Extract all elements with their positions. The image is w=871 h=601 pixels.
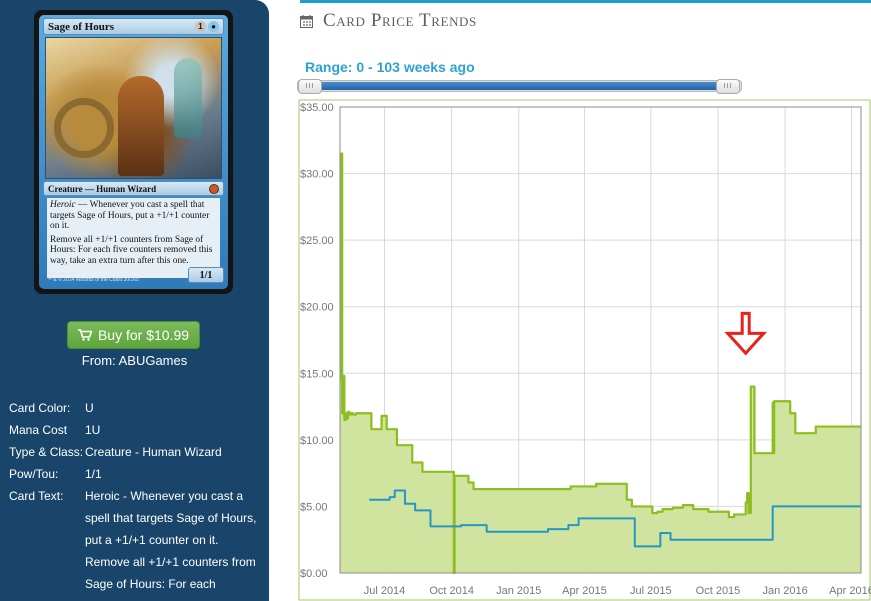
x-tick-label: Jul 2014 [364, 585, 406, 597]
art-spirit [174, 58, 202, 138]
card-art [45, 37, 222, 179]
header-accent-bar [300, 0, 871, 3]
info-label: Mana Cost [9, 423, 68, 437]
x-tick-label: Oct 2015 [696, 585, 741, 597]
info-row: Pow/Tou: 1/1 [9, 463, 264, 485]
range-label: Range: 0 - 103 weeks ago [305, 59, 475, 75]
ability-heroic: Heroic — Whenever you cast a spell that … [50, 200, 217, 232]
card-type-line: Creature — Human Wizard [48, 183, 157, 194]
price-line [339, 152, 861, 575]
card-name: Sage of Hours [48, 20, 114, 33]
x-tick-label: Oct 2014 [429, 585, 474, 597]
y-tick-label: $15.00 [300, 368, 334, 380]
info-row: Card Color: U [9, 397, 264, 419]
y-tick-label: $30.00 [300, 169, 334, 181]
info-label: Card Color: [9, 401, 71, 415]
price-area [340, 153, 861, 573]
x-tick-label: Jul 2015 [630, 585, 672, 597]
range-slider-min-handle[interactable]: III [298, 79, 322, 94]
info-row: Card Text: Heroic - Whenever you cast a … [9, 485, 264, 595]
card-artist: Matt Stewart [47, 271, 76, 277]
art-gear [54, 98, 114, 158]
y-tick-label: $20.00 [300, 302, 334, 314]
art-sage [118, 76, 164, 176]
card-copyright: ™ & © 2014 Wizards of the Coast 30/165 [47, 277, 139, 283]
section-title: Card Price Trends [323, 10, 477, 31]
info-value: 1U [85, 423, 101, 437]
down-arrow-icon [724, 311, 768, 356]
ability-heroic-text: — Whenever you cast a spell that targets… [50, 200, 210, 232]
heroic-keyword: Heroic [50, 200, 76, 210]
set-symbol-icon [209, 183, 219, 194]
seller-text: From: ABUGames [81, 353, 188, 368]
card-power-toughness: 1/1 [188, 267, 224, 283]
mana-generic-icon: 1 [195, 21, 206, 32]
y-tick-label: $35.00 [300, 102, 334, 114]
cart-icon [77, 329, 92, 341]
info-row: Mana Cost 1U [9, 419, 264, 441]
info-value: Creature - Human Wizard [85, 445, 222, 459]
info-value: Heroic - Whenever you cast a spell that … [85, 489, 257, 591]
x-tick-label: Apr 2015 [562, 585, 607, 597]
info-value: 1/1 [85, 467, 102, 481]
calendar-icon [300, 14, 313, 28]
card-credit: Matt Stewart ™ & © 2014 Wizards of the C… [47, 271, 139, 283]
price-chart-svg: $0.00 $5.00 $10.00 $15.00 $20.00 $25.00 $30.00… [298, 99, 871, 601]
section-header: Card Price Trends [300, 10, 477, 32]
price-chart: $0.00 $5.00 $10.00 $15.00 $20.00 $25.00 $30.00… [298, 99, 871, 601]
y-tick-label: $5.00 [300, 501, 328, 513]
y-tick-label: $10.00 [300, 435, 334, 447]
buy-button[interactable]: Buy for $10.99 [67, 321, 200, 349]
card-type-bar: Creature — Human Wizard [43, 181, 224, 196]
mana-cost: 1 ● [195, 21, 219, 32]
card-rules-text: Heroic — Whenever you cast a spell that … [47, 198, 220, 278]
card-sidebar: Sage of Hours 1 ● Creature — Human Wizar… [0, 0, 269, 601]
y-tick-label: $25.00 [300, 235, 334, 247]
info-value: U [85, 401, 94, 415]
foil-price-line [369, 489, 861, 548]
info-label: Type & Class: [9, 445, 84, 459]
plot-border [339, 106, 862, 574]
card-name-bar: Sage of Hours 1 ● [43, 18, 224, 35]
range-slider-max-handle[interactable]: III [716, 79, 740, 94]
info-row: Type & Class: Creature - Human Wizard [9, 441, 264, 463]
card-frame: Sage of Hours 1 ● Creature — Human Wizar… [39, 15, 228, 289]
range-slider[interactable]: III III [297, 79, 742, 94]
info-label: Pow/Tou: [9, 467, 59, 481]
card-image: Sage of Hours 1 ● Creature — Human Wizar… [34, 10, 233, 294]
y-tick-label: $0.00 [300, 568, 328, 580]
mana-blue-icon: ● [208, 21, 219, 32]
range-slider-fill [310, 82, 728, 90]
info-label: Card Text: [9, 489, 64, 503]
x-tick-label: Jan 2016 [762, 585, 807, 597]
x-tick-label: Jan 2015 [496, 585, 541, 597]
card-info-table: Card Color: U Mana Cost 1U Type & Class:… [9, 397, 264, 595]
ability-extra-turn: Remove all +1/+1 counters from Sage of H… [50, 234, 213, 266]
buy-button-label: Buy for $10.99 [97, 327, 190, 343]
x-tick-label: Apr 2016 [829, 585, 871, 597]
